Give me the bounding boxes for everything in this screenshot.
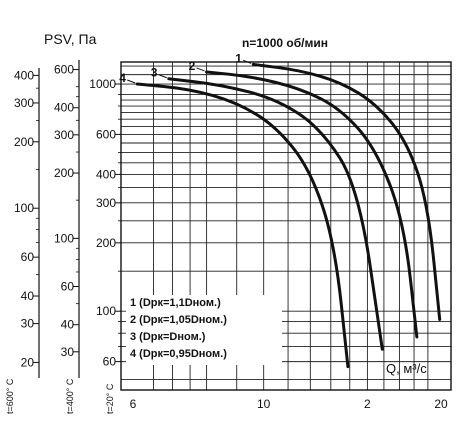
y-tick-label-2-7: 400	[14, 68, 34, 82]
chart-title: n=1000 об/мин	[242, 36, 328, 50]
y-tick-label-2-4: 100	[14, 201, 34, 215]
y-tick-label-2-2: 40	[21, 289, 35, 303]
temp-label-20: t=20° C	[105, 383, 115, 414]
y-axes: 60 100 200 300 400 600 1000 30 40 60 100 200 300 400 6…	[14, 60, 121, 378]
curve-label-leader-3	[158, 74, 167, 79]
curve-label-leader-1	[243, 59, 252, 64]
curve-label-1: 1	[235, 51, 242, 65]
y-tick-label-1-1: 40	[61, 318, 75, 332]
legend-item-1: 1 (Dрк=1,1Dном.)	[130, 297, 221, 309]
curve-label-leader-4	[127, 79, 136, 84]
legend-item-3: 3 (Dрк=Dном.)	[130, 331, 206, 343]
y-tick-label-1-2: 60	[61, 279, 75, 293]
legend-box	[126, 295, 282, 365]
x-axis: 6 10 2 20	[130, 397, 448, 411]
curve-label-4: 4	[119, 71, 126, 85]
y-tick-label-2-0: 20	[21, 355, 35, 369]
y-tick-label-2-3: 60	[21, 250, 35, 264]
curves: 1 2 3 4	[119, 51, 442, 369]
y-tick-label-1-3: 100	[54, 231, 74, 245]
y-tick-label-2-5: 200	[14, 135, 34, 149]
y-tick-label-0-4: 400	[96, 167, 116, 181]
temp-label-600: t=600° C	[5, 378, 15, 414]
y-tick-label-1-7: 600	[54, 63, 74, 77]
legend: 1 (Dрк=1,1Dном.) 2 (Dрк=1,05Dном.) 3 (Dрк=…	[130, 297, 227, 360]
curve-3	[167, 77, 384, 351]
x-tick-label-1: 10	[257, 397, 271, 411]
y-tick-label-1-0: 30	[61, 345, 75, 359]
legend-item-2: 2 (Dрк=1,05Dном.)	[130, 314, 227, 326]
y-tick-label-2-1: 30	[21, 317, 35, 331]
legend-item-4: 4 (Dрк=0,95Dном.)	[130, 348, 227, 360]
y-tick-label-1-4: 200	[54, 166, 74, 180]
curve-label-leader-2	[196, 67, 205, 72]
x-axis-label: Q, м³/с	[386, 361, 427, 376]
y-tick-label-0-5: 600	[96, 127, 116, 141]
y-tick-label-1-6: 400	[54, 101, 74, 115]
curve-label-2: 2	[189, 59, 196, 73]
curve-4	[135, 82, 350, 369]
y-axis-label: PSV, Па	[44, 31, 97, 47]
temp-label-400: t=400° C	[65, 378, 75, 414]
curve-label-3: 3	[151, 66, 158, 80]
y-tick-label-1-5: 300	[54, 128, 74, 142]
y-tick-label-0-0: 60	[103, 355, 117, 369]
y-tick-label-2-6: 300	[14, 96, 34, 110]
x-tick-label-3: 20	[434, 397, 448, 411]
y-tick-label-0-6: 1000	[89, 77, 116, 91]
y-tick-label-0-1: 100	[96, 304, 116, 318]
x-tick-label-2: 2	[364, 397, 371, 411]
curve-2	[205, 70, 419, 339]
y-tick-label-0-2: 200	[96, 236, 116, 250]
curve-1	[251, 62, 442, 321]
y-tick-label-0-3: 300	[96, 196, 116, 210]
x-tick-label-0: 6	[130, 397, 137, 411]
plot-frame	[120, 61, 452, 391]
